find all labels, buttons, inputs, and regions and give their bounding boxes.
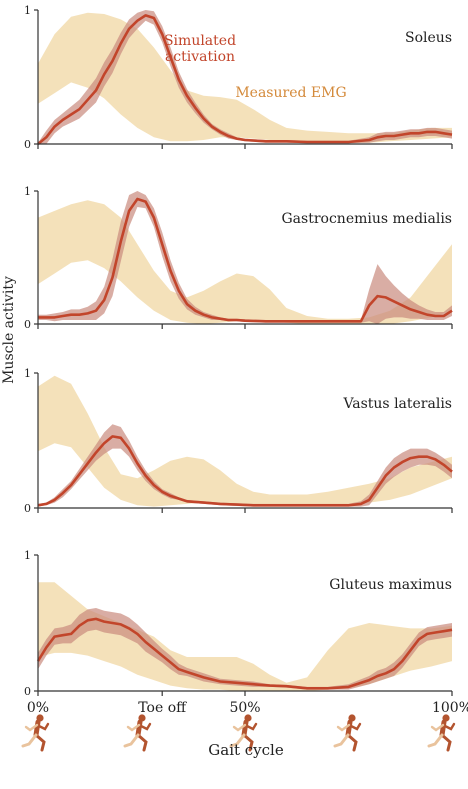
panel-gluteus-maximus: 1 0 Gluteus maximus bbox=[24, 549, 453, 698]
muscle-name: Soleus bbox=[405, 30, 452, 46]
emg-band bbox=[38, 12, 452, 143]
runner-icon bbox=[123, 714, 152, 752]
y-tick-label-bottom: 0 bbox=[24, 138, 31, 151]
y-axis-label: Muscle activity bbox=[1, 276, 17, 384]
simulated-band bbox=[38, 10, 452, 144]
panel-gastrocnemius-medialis: 1 0 Gastrocnemius medialis bbox=[24, 185, 453, 331]
y-tick-label-top: 1 bbox=[24, 549, 31, 562]
simulated-line bbox=[36, 617, 453, 690]
emg-band bbox=[38, 375, 452, 507]
simulated-line bbox=[37, 14, 453, 146]
legend-simulated: activation bbox=[165, 49, 235, 65]
x-tick-label: 0% bbox=[27, 700, 49, 716]
x-axis-label: Gait cycle bbox=[208, 741, 284, 759]
muscle-name: Gastrocnemius medialis bbox=[282, 211, 453, 227]
legend-simulated: Simulated bbox=[164, 33, 236, 49]
x-tick-label: 50% bbox=[229, 700, 260, 716]
emg-band bbox=[38, 582, 452, 691]
muscle-name: Vastus lateralis bbox=[342, 396, 452, 412]
y-tick-label-top: 1 bbox=[24, 4, 31, 17]
y-tick-label-bottom: 0 bbox=[24, 318, 31, 331]
y-tick-label-top: 1 bbox=[24, 185, 31, 198]
runner-icon bbox=[333, 714, 362, 752]
y-tick-label-bottom: 0 bbox=[24, 502, 31, 515]
y-tick-label-bottom: 0 bbox=[24, 685, 31, 698]
runner-icon bbox=[229, 714, 258, 752]
simulated-band bbox=[38, 608, 452, 690]
emg-band bbox=[38, 200, 452, 324]
panel-vastus-lateralis: 1 0 Vastus lateralis bbox=[24, 367, 453, 515]
runner-icons bbox=[21, 714, 456, 752]
runner-icon bbox=[427, 714, 456, 752]
runner-icon bbox=[21, 714, 50, 752]
x-tick-label: 100% bbox=[432, 700, 468, 716]
legend-emg: Measured EMG bbox=[235, 85, 346, 101]
muscle-name: Gluteus maximus bbox=[329, 577, 452, 593]
x-tick-label: Toe off bbox=[138, 700, 187, 716]
simulated-line bbox=[37, 435, 453, 507]
simulated-line bbox=[38, 197, 453, 323]
x-tick-labels: 0% Toe off 50% 100% bbox=[27, 700, 468, 716]
y-tick-label-top: 1 bbox=[24, 367, 31, 380]
